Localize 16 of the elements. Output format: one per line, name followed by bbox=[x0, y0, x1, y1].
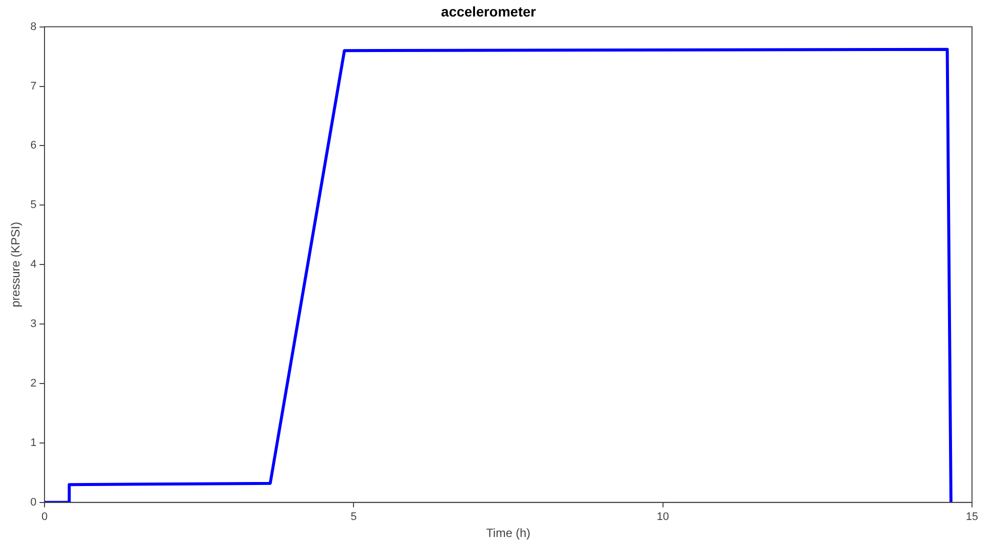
x-tick-label: 10 bbox=[656, 511, 669, 524]
y-tick-label: 8 bbox=[30, 20, 37, 33]
x-tick-label: 15 bbox=[966, 511, 978, 524]
x-tick-label: 0 bbox=[41, 511, 48, 524]
y-tick-label: 1 bbox=[30, 436, 37, 449]
y-axis-title: pressure (KPSI) bbox=[8, 222, 23, 308]
y-tick-label: 4 bbox=[30, 258, 37, 271]
y-tick-label: 6 bbox=[30, 140, 37, 152]
chart-title: accelerometer bbox=[441, 3, 537, 20]
x-tick-label: 5 bbox=[350, 511, 357, 524]
x-axis-title: Time (h) bbox=[486, 526, 530, 540]
y-tick-label: 0 bbox=[30, 496, 37, 508]
y-tick-label: 5 bbox=[30, 199, 37, 212]
y-tick-label: 2 bbox=[30, 378, 37, 390]
y-tick-label: 7 bbox=[30, 80, 37, 92]
y-tick-label: 3 bbox=[30, 318, 37, 330]
